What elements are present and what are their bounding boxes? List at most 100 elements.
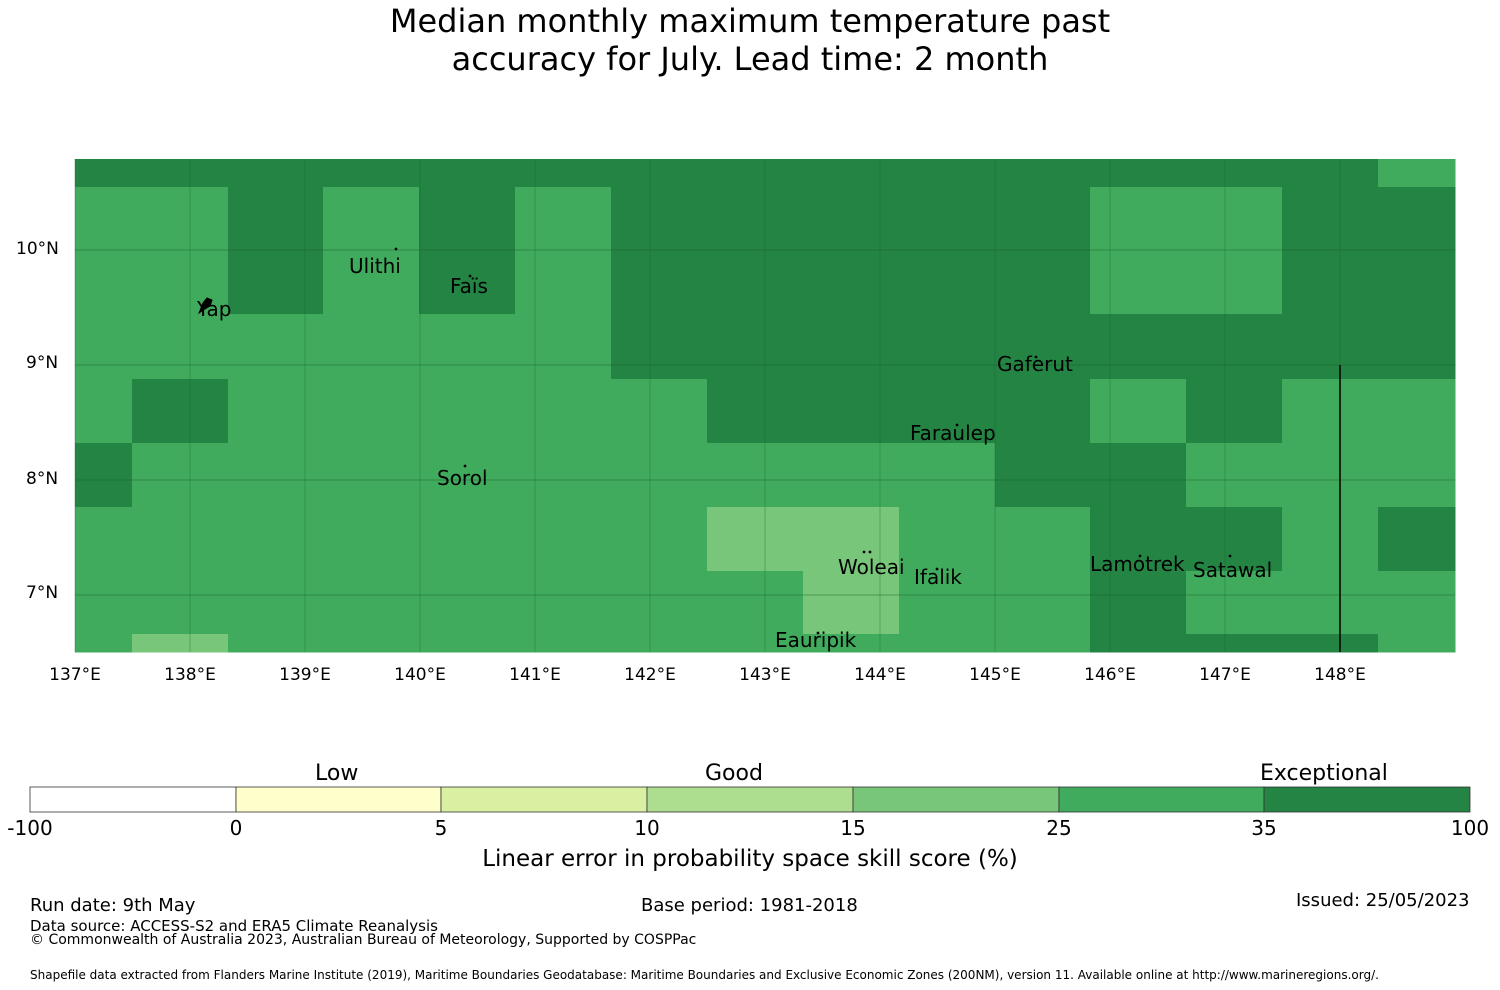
island-markers [197,247,1232,635]
grid-cell [1378,314,1456,380]
grid-cell [323,571,420,635]
colorbar-category-low: Low [315,761,359,786]
lon-label: 145°E [969,665,1021,685]
grid-cell [1186,507,1283,572]
grid-cell [419,634,516,653]
grid-cell [132,159,229,188]
base-period: Base period: 1981-2018 [641,895,858,916]
grid-cell [1282,314,1379,380]
data-source: Data source: ACCESS-S2 and ERA5 Climate … [30,917,438,935]
grid-cell [1378,634,1456,653]
lon-label: 137°E [49,665,101,685]
ulithi-dot [394,247,398,251]
grid-cell [899,634,996,653]
grid-cell [75,443,133,508]
lon-label: 148°E [1314,665,1366,685]
grid-cell [707,634,804,653]
grid-cell [995,507,1091,572]
shapefile-credit: Shapefile data extracted from Flanders M… [30,968,1379,982]
grid-cell [803,507,900,572]
grid-cell [323,634,420,653]
lon-label: 140°E [394,665,446,685]
graticule [74,159,1455,652]
grid-cell [515,443,612,508]
grid-cell [1090,379,1187,444]
grid-cell [899,187,996,315]
grid-cell [515,571,612,635]
grid-cell [611,443,708,508]
map-title-line2: accuracy for July. Lead time: 2 month [451,40,1049,78]
grid-cell [1186,187,1283,315]
grid-cell [1378,443,1456,508]
grid-cell [707,379,804,444]
grid-cell [707,187,804,315]
grid-cell [803,571,900,635]
grid-cell [899,314,996,380]
grid-cell [803,443,900,508]
grid-cell [899,379,996,444]
grid-cell [803,314,900,380]
grid-cell [228,443,324,508]
grid-cell [611,634,708,653]
grid-cell [803,634,900,653]
grid-cell [132,507,229,572]
sorol-dot [463,464,467,468]
grid-cell [419,443,516,508]
grid-cell [1186,634,1283,653]
grid-cell [75,634,133,653]
grid-cell [611,187,708,315]
place-sorol: Sorol [437,466,488,490]
grid-cell [995,571,1091,635]
faraulep-dot [955,423,959,427]
colorbar-category-exceptional: Exceptional [1260,761,1388,786]
grid-cell [707,159,804,188]
colorbar-segment [852,786,1060,813]
grid-cell [803,159,900,188]
grid-cell [1090,634,1187,653]
colorbar-segment [29,786,237,813]
grid-cell [1090,571,1187,635]
grid-cell [228,571,324,635]
grid-cell [323,443,420,508]
grid-cell [228,379,324,444]
grid-cell [611,159,708,188]
grid-cell [1378,187,1456,315]
grid-cell [995,159,1091,188]
place-lamotrek: Lamotrek [1090,552,1185,576]
woleai-dot-2 [868,550,872,554]
grid-cell [899,443,996,508]
skill-grid [75,159,1456,653]
grid-cell [419,507,516,572]
place-fais: Faïs [450,274,488,298]
lon-label: 143°E [739,665,791,685]
grid-cell [323,187,420,315]
grid-cell [75,187,133,315]
place-ifalik: Ifalik [914,565,962,589]
skill-map [29,159,1471,813]
grid-cell [1378,571,1456,635]
grid-cell [995,443,1091,508]
place-eauripik: Eauripik [775,628,857,652]
colorbar-segment [1263,786,1471,813]
grid-cell [515,314,612,380]
grid-cell [1090,314,1187,380]
grid-cell [419,571,516,635]
grid-cell [228,507,324,572]
grid-cell [323,159,420,188]
grid-cell [228,634,324,653]
grid-cell [419,187,516,315]
grid-cell [707,443,804,508]
grid-cell [75,379,133,444]
lon-label: 146°E [1084,665,1136,685]
colorbar-segment [646,786,854,813]
grid-cell [1186,159,1283,188]
grid-cell [1090,159,1187,188]
grid-cell [1186,379,1283,444]
grid-cell [323,507,420,572]
colorbar-tick-label: 25 [1046,816,1072,840]
grid-cell [1282,507,1379,572]
gaferut-dot [1034,355,1038,359]
colorbar-segment [1058,786,1265,813]
colorbar-tick-label: 5 [434,816,448,840]
grid-cell [611,507,708,572]
